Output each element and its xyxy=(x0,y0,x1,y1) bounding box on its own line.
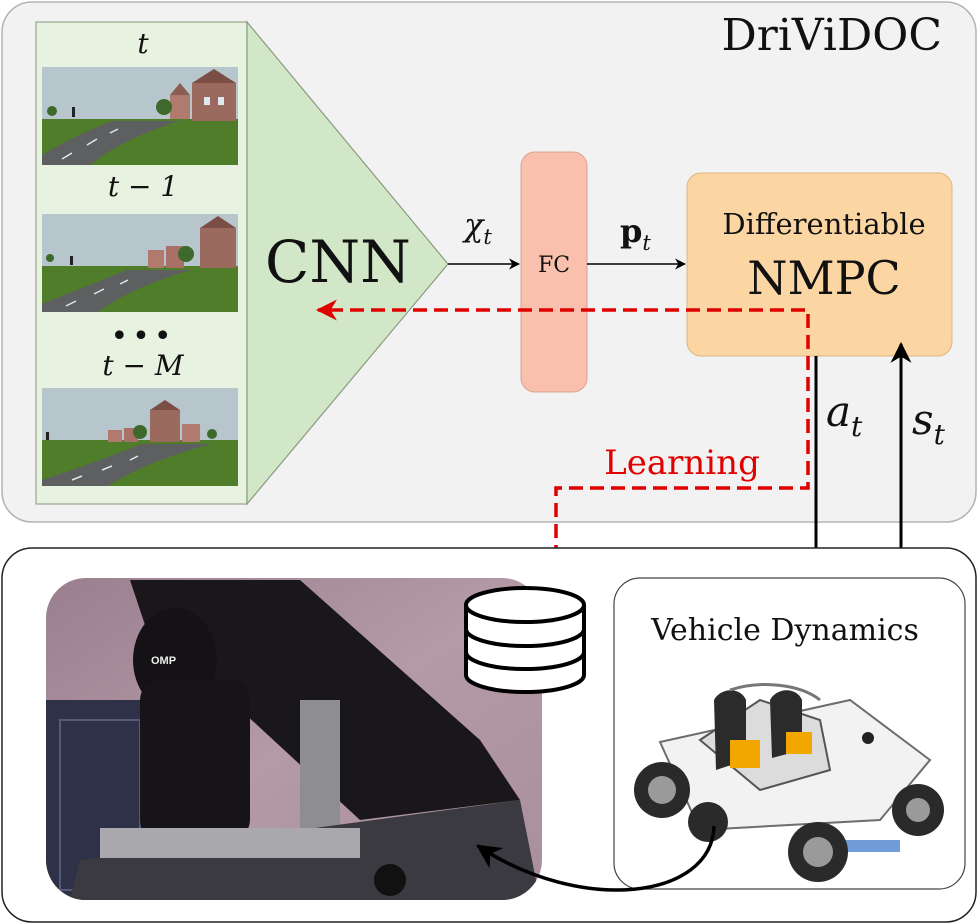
cnn-triangle xyxy=(246,20,449,506)
nmpc-label-line2: NMPC xyxy=(747,251,901,305)
frame-label-t-minus-1: t − 1 xyxy=(108,170,178,203)
cnn-label: CNN xyxy=(265,228,411,296)
database-icon xyxy=(464,586,586,694)
frame-image-t xyxy=(42,67,238,165)
frame-ellipsis: ••• xyxy=(110,319,175,354)
feedback-arrow xyxy=(475,825,716,892)
fc-box xyxy=(520,151,588,393)
vehicle-illustration xyxy=(634,683,944,882)
fc-label: FC xyxy=(538,253,570,278)
frame-image-t-minus-M xyxy=(42,388,238,486)
panel-title: DriViDOC xyxy=(722,10,942,61)
frame-label-t-minus-M: t − M xyxy=(102,349,185,382)
nmpc-label-line1: Differentiable xyxy=(722,207,925,241)
seat-brand-label: OMP xyxy=(151,655,176,667)
vehicle-dynamics-label: Vehicle Dynamics xyxy=(650,613,919,648)
chi-symbol: χt xyxy=(462,206,492,249)
frame-label-t: t xyxy=(137,27,149,60)
frame-image-t-minus-1 xyxy=(42,214,238,312)
learning-label: Learning xyxy=(604,443,760,483)
learning-path xyxy=(315,299,810,580)
simulator-photo xyxy=(46,578,542,900)
a-symbol: at xyxy=(826,387,863,443)
p-symbol: pt xyxy=(620,212,651,255)
s-symbol: st xyxy=(912,395,946,451)
